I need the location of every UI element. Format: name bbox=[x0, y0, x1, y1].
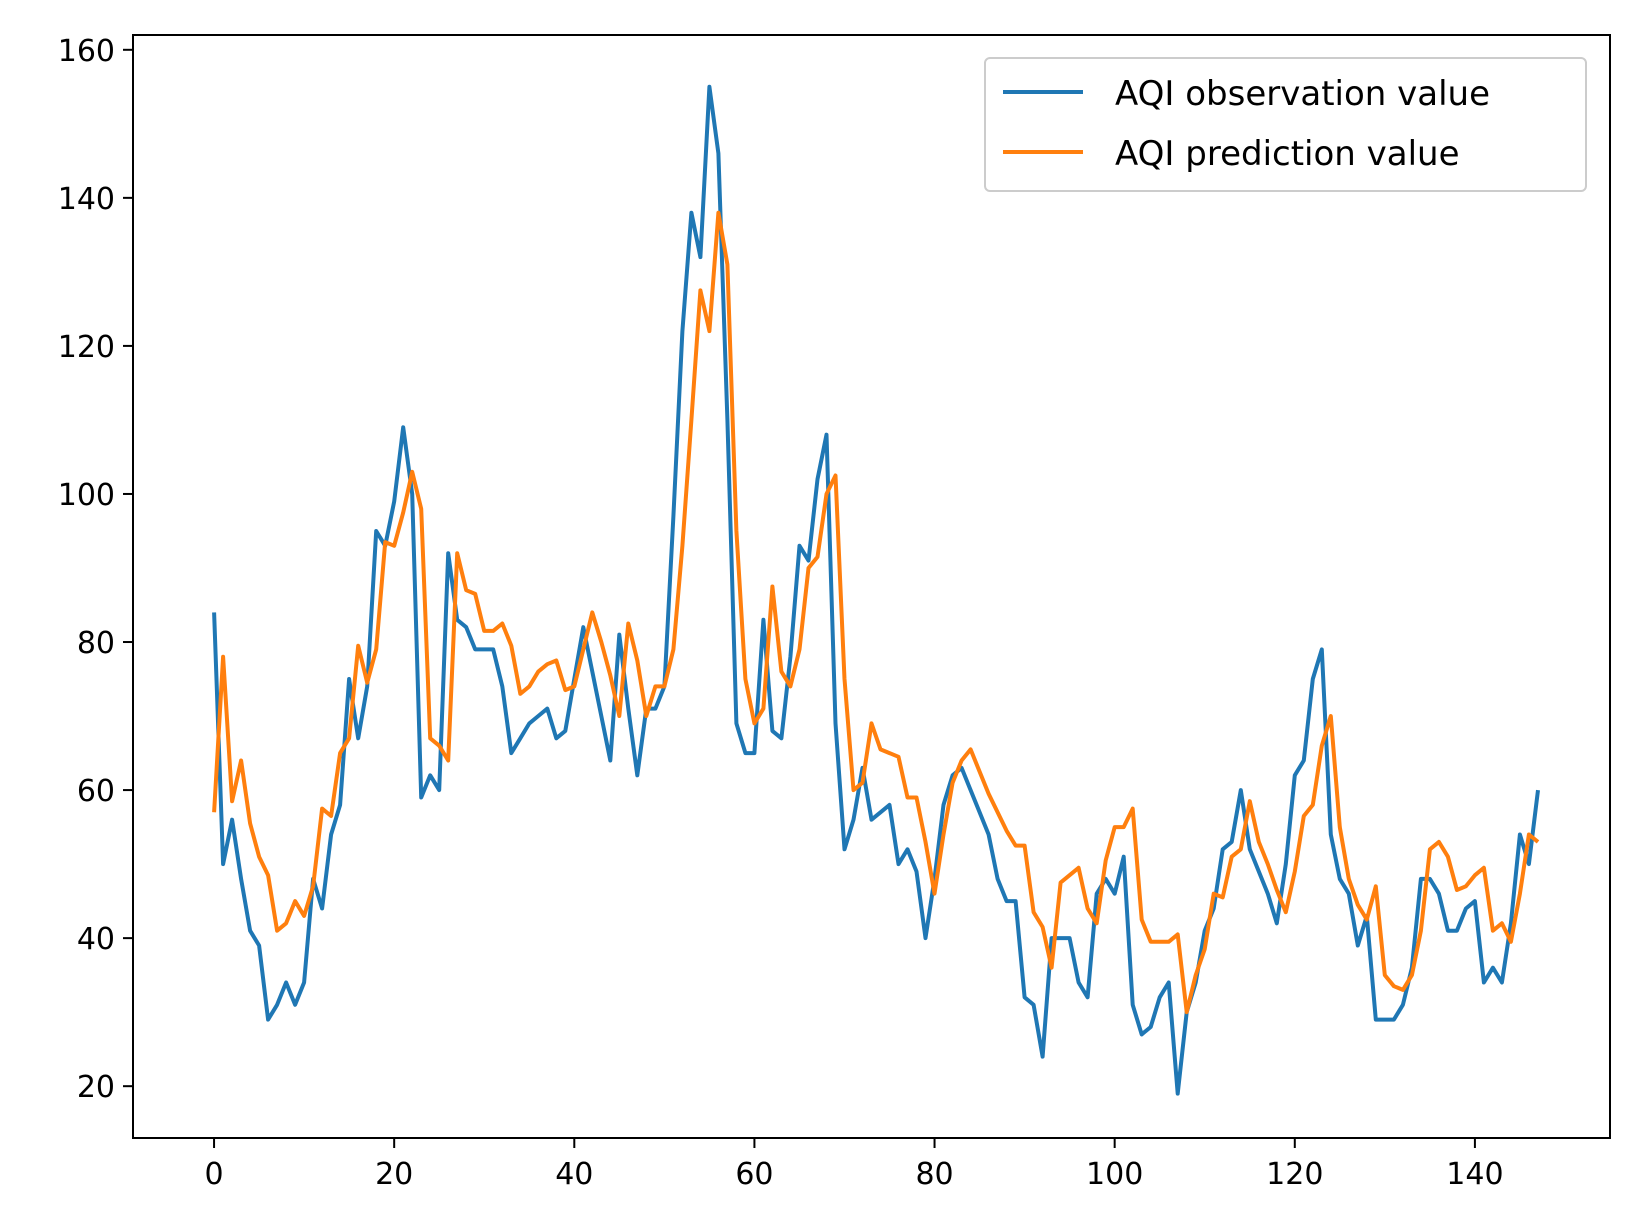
x-tick-label: 100 bbox=[1086, 1157, 1143, 1192]
y-tick-label: 40 bbox=[77, 922, 115, 957]
legend: AQI observation value AQI prediction val… bbox=[984, 57, 1587, 192]
series-prediction-line bbox=[212, 210, 1540, 1015]
x-tick-label: 40 bbox=[555, 1157, 593, 1192]
y-tick-label: 20 bbox=[77, 1070, 115, 1105]
series-observation-line bbox=[212, 84, 1540, 1096]
x-tick-label: 20 bbox=[375, 1157, 413, 1192]
y-tick-label: 60 bbox=[77, 774, 115, 809]
x-tick-label: 120 bbox=[1266, 1157, 1323, 1192]
x-tick-label: 80 bbox=[915, 1157, 953, 1192]
y-tick-label: 140 bbox=[58, 182, 115, 217]
legend-box bbox=[984, 57, 1587, 192]
y-tick-label: 100 bbox=[58, 478, 115, 513]
legend-label-prediction: AQI prediction value bbox=[1115, 134, 1460, 174]
series-layer bbox=[212, 84, 1540, 1096]
y-tick-label: 160 bbox=[58, 34, 115, 69]
y-tick-label: 120 bbox=[58, 330, 115, 365]
plot-frame bbox=[132, 34, 1611, 1139]
y-tick-label: 80 bbox=[77, 626, 115, 661]
tick-layer: 0 20 40 60 80 100 120 140 20 40 60 80 100 120 140 160 bbox=[58, 34, 1504, 1192]
legend-label-observation: AQI observation value bbox=[1115, 74, 1490, 114]
x-tick-label: 0 bbox=[205, 1157, 224, 1192]
x-tick-label: 140 bbox=[1446, 1157, 1503, 1192]
x-tick-label: 60 bbox=[735, 1157, 773, 1192]
